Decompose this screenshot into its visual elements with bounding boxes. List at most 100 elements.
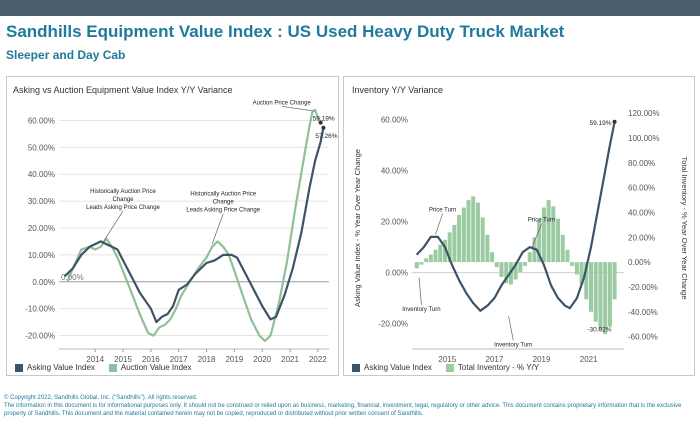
end-point-marker	[612, 119, 617, 124]
y-left-tick-label: 20.00%	[381, 218, 408, 227]
annotation-text: Change	[113, 197, 135, 203]
y-tick-label: 50.00%	[28, 143, 55, 152]
inventory-bar	[438, 244, 443, 263]
y-right-tick-label: 60.00%	[628, 184, 655, 193]
zero-label: 0.00%	[61, 273, 84, 282]
inventory-bar	[461, 207, 466, 263]
inventory-bar	[612, 262, 617, 300]
y-left-tick-label: -20.00%	[378, 320, 408, 329]
y-tick-label: 0.00%	[32, 278, 55, 287]
annotation-text: Change	[213, 200, 235, 206]
inventory-bar	[527, 252, 532, 263]
y-tick-label: 10.00%	[28, 251, 55, 260]
inventory-bar	[480, 217, 485, 263]
y-right-tick-label: -60.00%	[628, 333, 658, 342]
annotation-text: Price Turn	[429, 207, 456, 213]
annotation-text: Inventory Turn	[494, 342, 532, 348]
inventory-bar	[541, 207, 546, 263]
annotation-text: Inventory Turn	[402, 307, 440, 313]
y-right-axis-title: Total Inventory - % Year Over Year Chang…	[680, 156, 689, 299]
inventory-bar	[593, 262, 598, 322]
inventory-bar	[607, 262, 612, 327]
end-point-marker	[318, 120, 323, 125]
inventory-bar	[584, 262, 589, 300]
top-bar	[0, 0, 700, 16]
inventory-bar	[556, 218, 561, 263]
x-tick-label: 2015	[114, 355, 132, 364]
annotation-arrow	[103, 210, 124, 242]
annotation-arrow	[281, 105, 314, 112]
inventory-bar	[457, 214, 462, 263]
inventory-bar	[513, 262, 518, 280]
annotation-text: Leads Asking Price Change	[186, 208, 260, 214]
legend-asking-swatch-right	[352, 363, 360, 372]
inventory-bar	[485, 234, 490, 263]
inventory-bar	[589, 262, 594, 312]
x-tick-label: 2019	[225, 355, 243, 364]
y-left-tick-label: 40.00%	[381, 167, 408, 176]
right-panel-title: Inventory Y/Y Variance	[352, 85, 444, 95]
legend-asking-label: Asking Value Index	[27, 363, 95, 372]
right-chart-panel: Inventory Y/Y Variance -20.00% 0.00% 20.00…	[343, 76, 695, 376]
inventory-bar	[574, 262, 579, 275]
end-label: 59.19%	[313, 116, 335, 123]
inventory-bar	[579, 262, 584, 285]
y-right-tick-label: 0.00%	[628, 258, 651, 267]
inventory-bar	[414, 262, 419, 269]
annotation-text: Price Turn	[528, 218, 555, 224]
y-tick-label: 40.00%	[28, 170, 55, 179]
inventory-bar	[452, 224, 457, 263]
y-left-tick-label: 60.00%	[381, 116, 408, 125]
y-left-tick-label: 0.00%	[385, 269, 408, 278]
inventory-bar	[419, 262, 424, 265]
inventory-bar	[603, 262, 608, 335]
inventory-bar	[546, 200, 551, 263]
y-right-tick-label: 100.00%	[628, 134, 660, 143]
inventory-bar	[565, 249, 570, 263]
footer-copyright: © Copyright 2022, Sandhills Global, Inc.…	[4, 395, 198, 401]
y-tick-label: 60.00%	[28, 116, 55, 125]
x-tick-label: 2019	[533, 355, 551, 364]
y-right-tick-label: -20.00%	[628, 283, 658, 292]
y-tick-label: 20.00%	[28, 224, 55, 233]
y-right-tick-label: 120.00%	[628, 109, 660, 118]
footer: © Copyright 2022, Sandhills Global, Inc.…	[4, 394, 696, 418]
y-tick-label: -10.00%	[25, 305, 55, 314]
legend-asking-swatch	[15, 363, 23, 372]
end-label: 57.26%	[315, 133, 337, 140]
legend-auction-swatch	[108, 363, 117, 372]
legend-inventory-swatch	[445, 363, 454, 372]
inventory-bar	[523, 262, 528, 266]
inventory-bar	[428, 254, 433, 263]
inventory-bar	[475, 202, 480, 263]
annotation-arrow	[211, 213, 224, 245]
annotation-text: Leads Asking Price Change	[86, 205, 160, 211]
inventory-bar	[499, 262, 504, 278]
x-tick-label: 2022	[309, 355, 327, 364]
x-tick-label: 2020	[253, 355, 271, 364]
y-right-tick-label: -40.00%	[628, 308, 658, 317]
inventory-bar	[551, 206, 556, 263]
inventory-bar	[490, 252, 495, 263]
left-chart-panel: Asking vs Auction Equipment Value Index …	[6, 76, 339, 376]
footer-disclaimer: The information in this document is for …	[4, 403, 682, 417]
inventory-bar	[442, 239, 447, 263]
inventory-bar	[447, 232, 452, 263]
x-tick-label: 2018	[198, 355, 216, 364]
legend-auction-label: Auction Value Index	[120, 363, 192, 372]
inventory-bar	[424, 258, 429, 263]
right-legend: Asking Value Index Total Inventory - % Y…	[352, 363, 539, 372]
y-right-tick-label: 20.00%	[628, 233, 655, 242]
page-title: Sandhills Equipment Value Index : US Use…	[6, 22, 565, 41]
inventory-bar	[504, 262, 509, 284]
end-label: 59.19%	[590, 120, 612, 127]
y-tick-label: -20.00%	[25, 332, 55, 341]
inventory-bar	[598, 262, 603, 331]
inventory-bar	[560, 234, 565, 263]
inventory-bar	[471, 196, 476, 263]
page-subtitle: Sleeper and Day Cab	[6, 48, 126, 62]
inventory-bar	[466, 200, 471, 263]
inventory-bar	[537, 219, 542, 263]
annotation-text: Historically Auction Price	[190, 192, 256, 198]
end-label: -30.02%	[587, 327, 611, 334]
